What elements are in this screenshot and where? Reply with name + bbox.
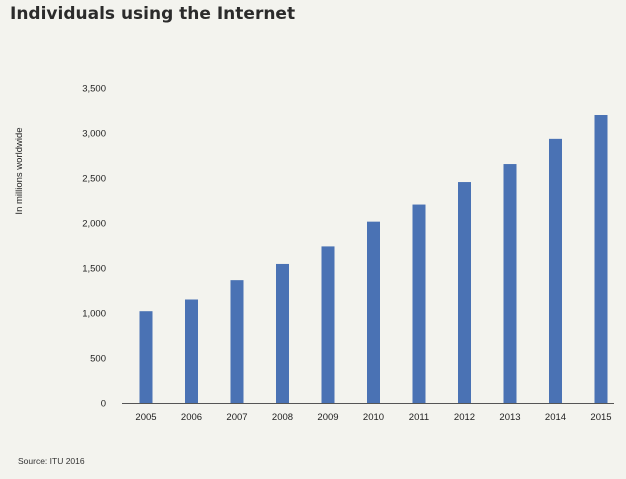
x-tick-label: 2010 (363, 412, 384, 423)
x-tick-label: 2005 (135, 412, 156, 423)
y-tick-label: 1,500 (82, 264, 106, 275)
bar-2010 (367, 221, 380, 403)
y-tick-label: 3,000 (82, 129, 106, 140)
bar-2011 (412, 204, 426, 403)
x-tick-label: 2006 (181, 412, 202, 423)
x-tick-label: 2008 (272, 412, 293, 423)
y-tick-label: 0 (101, 399, 106, 410)
x-tick-label: 2007 (226, 412, 247, 423)
y-tick-label: 2,000 (82, 219, 106, 230)
x-tick-label: 2009 (317, 412, 338, 423)
y-tick-label: 2,500 (82, 174, 106, 185)
y-tick-label: 1,000 (82, 309, 106, 320)
bar-2015 (594, 115, 608, 403)
bar-2005 (139, 311, 153, 403)
x-tick-label: 2011 (409, 412, 429, 423)
x-tick-label: 2015 (590, 412, 611, 423)
y-tick-label: 500 (90, 354, 106, 365)
bar-2008 (276, 263, 289, 403)
bar-2014 (549, 138, 562, 403)
bar-2009 (321, 246, 335, 403)
source-note: Source: ITU 2016 (18, 456, 85, 466)
chart-title: Individuals using the Internet (10, 4, 296, 24)
x-tick-label: 2012 (454, 412, 475, 423)
bar-2013 (503, 164, 517, 403)
y-tick-label: 3,500 (82, 84, 106, 95)
bar-2006 (185, 299, 198, 403)
bar-2012 (458, 182, 471, 403)
x-tick-label: 2014 (545, 412, 566, 423)
x-tick-label: 2013 (499, 412, 520, 423)
bar-2007 (230, 280, 244, 403)
